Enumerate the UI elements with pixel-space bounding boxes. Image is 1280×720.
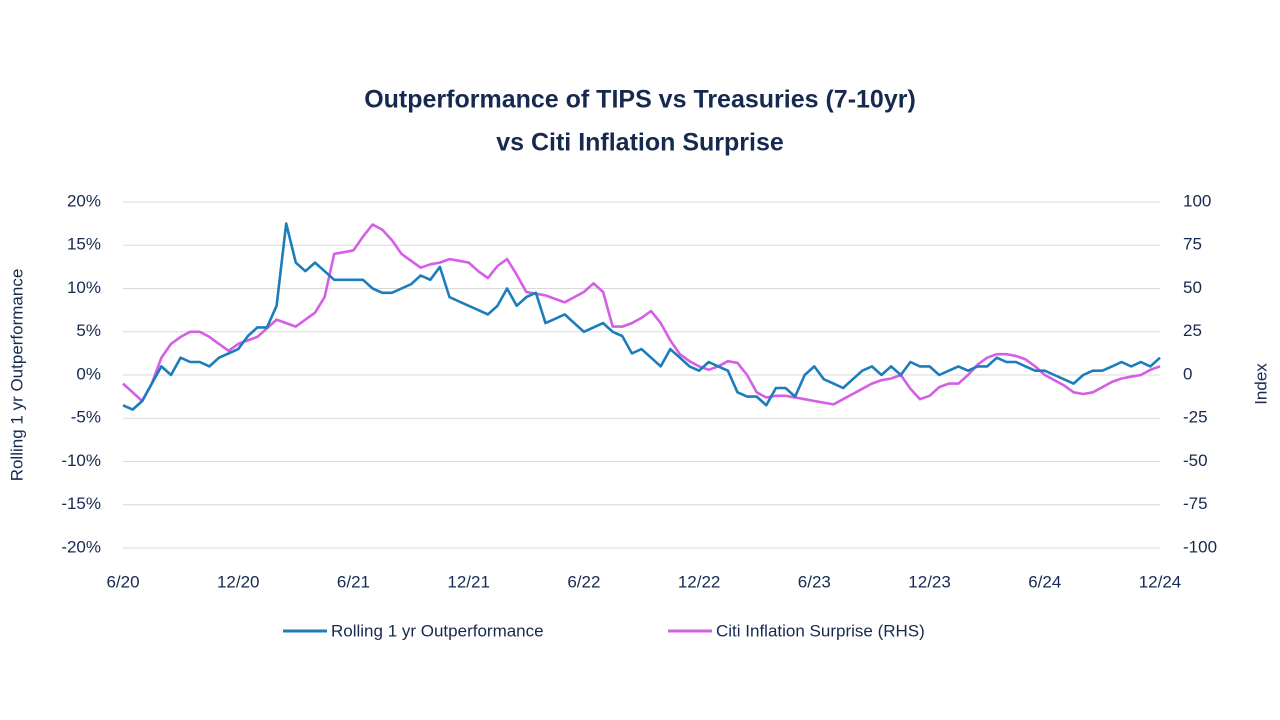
legend-label: Rolling 1 yr Outperformance xyxy=(331,621,544,640)
x-tick-label: 6/21 xyxy=(337,572,370,591)
x-tick-label: 12/22 xyxy=(678,572,721,591)
y2-tick-label: -50 xyxy=(1183,451,1208,470)
y2-tick-label: 75 xyxy=(1183,235,1202,254)
series-line xyxy=(122,223,1161,406)
y-tick-label: -15% xyxy=(61,494,101,513)
x-tick-label: 12/21 xyxy=(447,572,490,591)
chart-title: Outperformance of TIPS vs Treasuries (7-… xyxy=(364,86,916,114)
y-tick-label: 20% xyxy=(67,191,101,210)
y2-tick-label: 100 xyxy=(1183,191,1211,210)
y2-tick-label: -75 xyxy=(1183,494,1208,513)
x-tick-label: 6/23 xyxy=(798,572,831,591)
x-tick-label: 6/20 xyxy=(106,572,139,591)
y-tick-label: -10% xyxy=(61,451,101,470)
y2-tick-label: -100 xyxy=(1183,537,1217,556)
x-tick-label: 6/24 xyxy=(1028,572,1061,591)
chart-subtitle: vs Citi Inflation Surprise xyxy=(496,129,784,157)
y2-tick-label: 0 xyxy=(1183,364,1192,383)
y-tick-label: -5% xyxy=(71,408,101,427)
legend-label: Citi Inflation Surprise (RHS) xyxy=(716,621,925,640)
y2-tick-label: 50 xyxy=(1183,278,1202,297)
x-tick-label: 12/20 xyxy=(217,572,260,591)
x-tick-label: 12/23 xyxy=(908,572,951,591)
y2-axis-label: Index xyxy=(1251,363,1270,405)
x-tick-label: 6/22 xyxy=(567,572,600,591)
y-tick-label: 15% xyxy=(67,235,101,254)
y-tick-label: 5% xyxy=(76,321,101,340)
x-tick-label: 12/24 xyxy=(1139,572,1182,591)
y-axis-label: Rolling 1 yr Outperformance xyxy=(7,269,26,482)
y-tick-label: 10% xyxy=(67,278,101,297)
y-tick-label: -20% xyxy=(61,537,101,556)
y2-tick-label: 25 xyxy=(1183,321,1202,340)
y-tick-label: 0% xyxy=(76,364,101,383)
series-line xyxy=(122,222,1161,411)
y2-tick-label: -25 xyxy=(1183,408,1208,427)
